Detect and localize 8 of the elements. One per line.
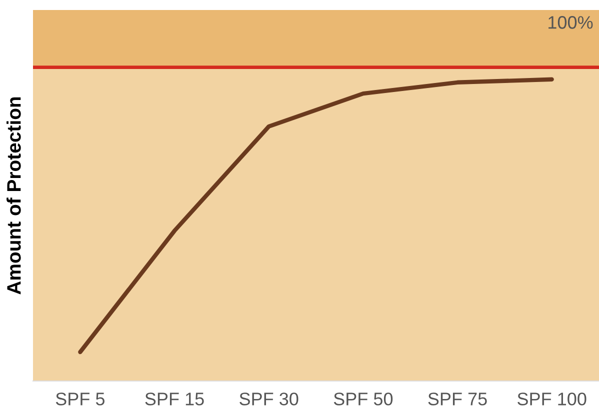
x-tick-label: SPF 75 [428,392,487,406]
x-tick-label: SPF 5 [56,392,104,406]
y-axis-title: Amount of Protection [6,97,21,294]
text: 100% [548,16,593,29]
x-tick-label: SPF 100 [518,392,586,406]
x-tick-label: SPF 15 [145,392,204,406]
x-tick-label: SPF 30 [240,392,298,406]
x-tick-label: SPF 50 [334,392,393,406]
